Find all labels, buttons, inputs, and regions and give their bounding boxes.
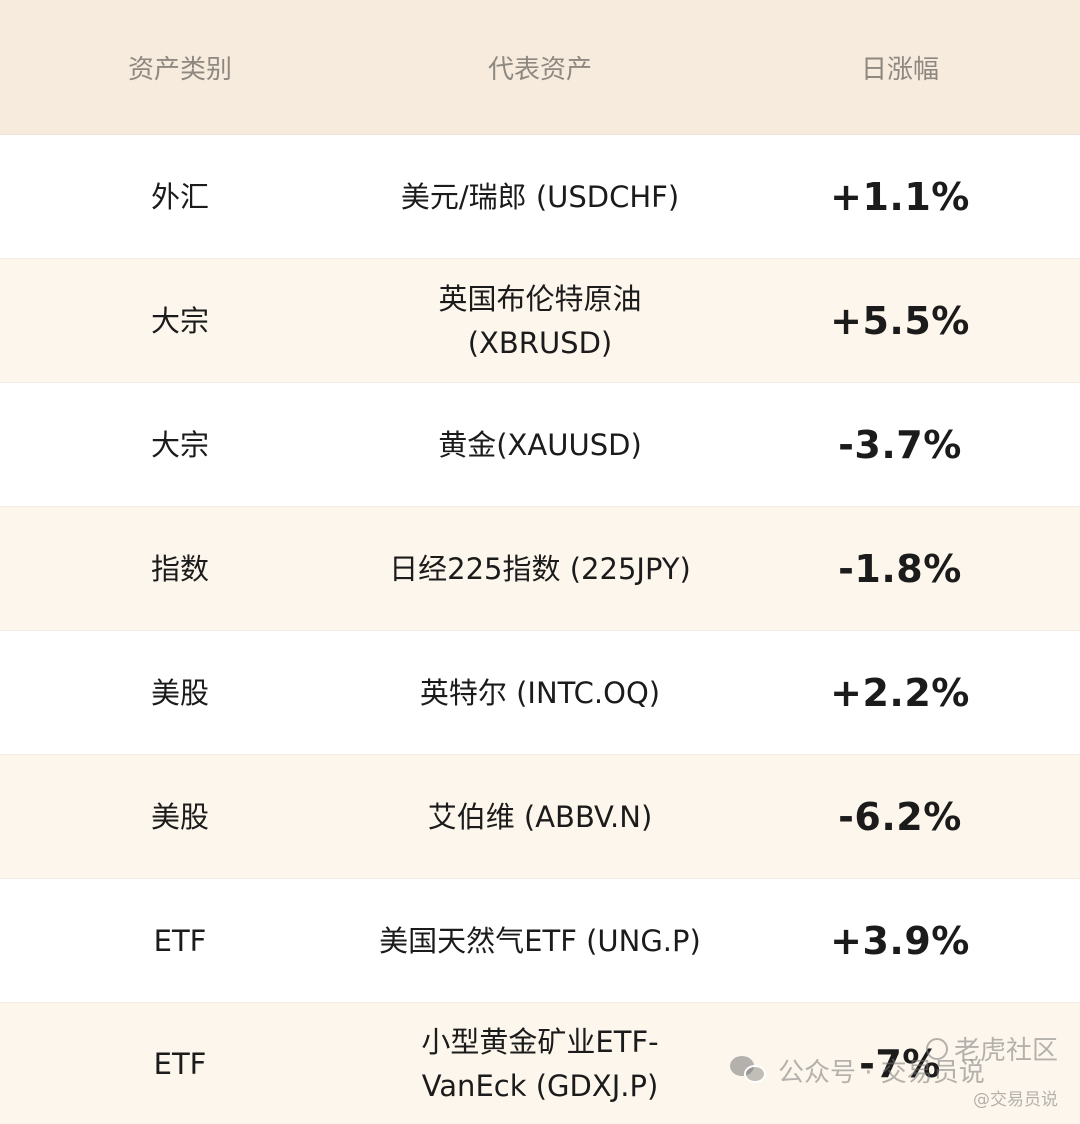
asset-ticker: VanEck (GDXJ.P) bbox=[421, 1068, 659, 1103]
table-row: 大宗 黄金(XAUUSD) -3.7% bbox=[0, 383, 1080, 507]
header-change: 日涨幅 bbox=[860, 54, 939, 85]
asset-name: 英国布伦特原油 bbox=[438, 281, 642, 316]
change-cell: +2.2% bbox=[830, 670, 970, 715]
asset-name: 黄金(XAUUSD) bbox=[438, 427, 642, 462]
asset-cell: 美国天然气ETF (UNG.P) bbox=[360, 879, 720, 1002]
table-header: 资产类别 代表资产 日涨幅 bbox=[0, 0, 1080, 135]
change-cell: +3.9% bbox=[830, 918, 970, 963]
table-row: ETF 美国天然气ETF (UNG.P) +3.9% bbox=[0, 879, 1080, 1003]
asset-cell: 黄金(XAUUSD) bbox=[360, 383, 720, 506]
change-cell: -3.7% bbox=[838, 422, 962, 467]
category-cell: ETF bbox=[153, 923, 207, 958]
table-row: 美股 艾伯维 (ABBV.N) -6.2% bbox=[0, 755, 1080, 879]
category-cell: 大宗 bbox=[150, 303, 209, 338]
change-cell: +1.1% bbox=[830, 174, 970, 219]
change-cell: -6.2% bbox=[838, 794, 962, 839]
table-row: 外汇 美元/瑞郎 (USDCHF) +1.1% bbox=[0, 135, 1080, 259]
asset-cell: 日经225指数 (225JPY) bbox=[360, 507, 720, 630]
asset-name: 日经225指数 (225JPY) bbox=[389, 551, 691, 586]
table-row: 指数 日经225指数 (225JPY) -1.8% bbox=[0, 507, 1080, 631]
change-cell: -7% bbox=[859, 1041, 941, 1086]
asset-cell: 美元/瑞郎 (USDCHF) bbox=[360, 135, 720, 258]
category-cell: 美股 bbox=[150, 675, 209, 710]
asset-name: 美国天然气ETF (UNG.P) bbox=[379, 923, 701, 958]
header-category: 资产类别 bbox=[127, 54, 232, 85]
asset-cell: 英特尔 (INTC.OQ) bbox=[360, 631, 720, 754]
category-cell: 指数 bbox=[150, 551, 209, 586]
asset-name: 艾伯维 (ABBV.N) bbox=[427, 799, 653, 834]
table-row: 美股 英特尔 (INTC.OQ) +2.2% bbox=[0, 631, 1080, 755]
asset-name: 英特尔 (INTC.OQ) bbox=[419, 675, 661, 710]
table-row: ETF 小型黄金矿业ETF- VanEck (GDXJ.P) -7% bbox=[0, 1003, 1080, 1124]
category-cell: ETF bbox=[153, 1046, 207, 1081]
category-cell: 外汇 bbox=[150, 179, 209, 214]
asset-cell: 小型黄金矿业ETF- VanEck (GDXJ.P) bbox=[360, 1003, 720, 1124]
category-cell: 大宗 bbox=[150, 427, 209, 462]
asset-name: 小型黄金矿业ETF- bbox=[421, 1024, 659, 1059]
header-asset: 代表资产 bbox=[487, 54, 592, 85]
change-cell: +5.5% bbox=[830, 298, 970, 343]
asset-name: 美元/瑞郎 (USDCHF) bbox=[400, 179, 680, 214]
asset-cell: 艾伯维 (ABBV.N) bbox=[360, 755, 720, 878]
category-cell: 美股 bbox=[150, 799, 209, 834]
table-row: 大宗 英国布伦特原油 (XBRUSD) +5.5% bbox=[0, 259, 1080, 383]
asset-ticker: (XBRUSD) bbox=[467, 325, 613, 360]
change-cell: -1.8% bbox=[838, 546, 962, 591]
asset-cell: 英国布伦特原油 (XBRUSD) bbox=[360, 259, 720, 382]
